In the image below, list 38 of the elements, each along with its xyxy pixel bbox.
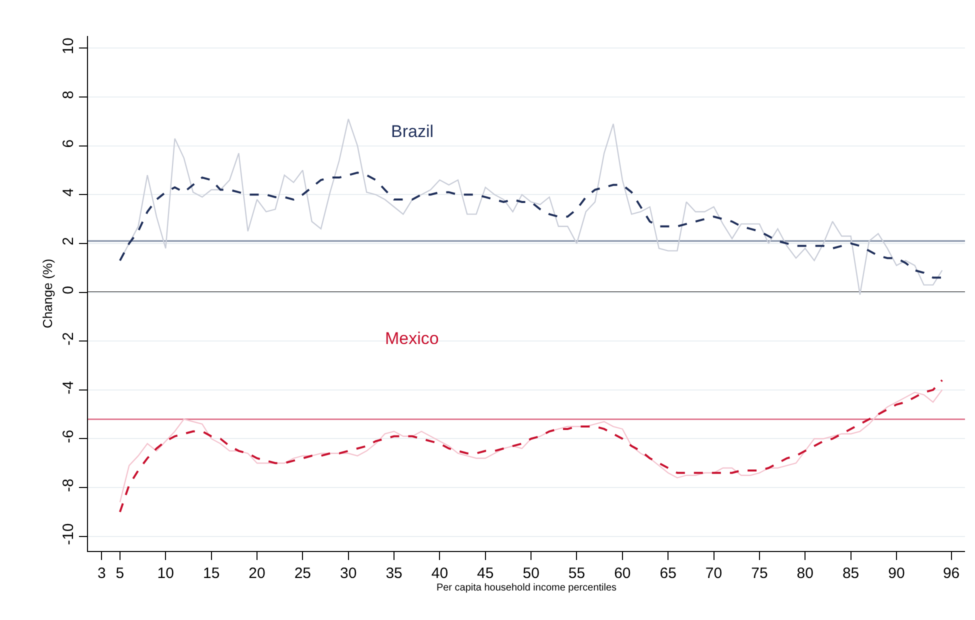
y-tick-label: 6 [60,139,77,148]
x-tick-label: 5 [116,565,124,582]
text: Mexico [385,329,439,348]
y-tick-label: 0 [60,286,77,294]
x-tick-label: 45 [477,565,494,582]
x-tick-label: 70 [705,565,722,582]
x-tick-label: 50 [522,565,540,582]
y-axis-title: Change (%) [40,258,55,328]
y-tick-label: -10 [60,523,77,545]
y-tick-label: 2 [60,237,77,246]
x-tick-label: 80 [796,565,814,582]
y-tick-label: -2 [60,332,77,346]
line-series [118,379,944,513]
x-tick-label: 35 [386,565,402,582]
line-series [118,172,944,279]
y-tick-label: 8 [60,90,77,99]
y-tick-label: 4 [60,188,77,197]
x-tick-label: 3 [98,565,106,582]
x-tick-label: 40 [431,565,448,582]
x-tick-label: 85 [842,565,860,582]
x-tick-label: 55 [568,565,586,582]
y-tick-label: -6 [60,430,77,444]
x-tick-label: 75 [751,565,768,582]
x-tick-label: 30 [340,565,357,582]
y-tick-label: -8 [60,478,77,492]
x-tick-label: 20 [248,565,266,582]
x-tick-label: 15 [202,565,220,582]
x-axis-title: Per capita household income percentiles [436,582,617,594]
y-tick-label: -4 [60,380,77,394]
y-tick-label: 10 [60,38,77,54]
x-tick-label: 60 [614,565,631,582]
x-tick-label: 25 [294,565,312,582]
x-tick-label: 65 [660,565,676,582]
text: Brazil [391,122,434,141]
x-tick-label: 10 [157,565,174,582]
x-tick-label: 96 [942,565,960,582]
line-series [119,389,943,503]
x-tick-label: 90 [888,565,905,582]
